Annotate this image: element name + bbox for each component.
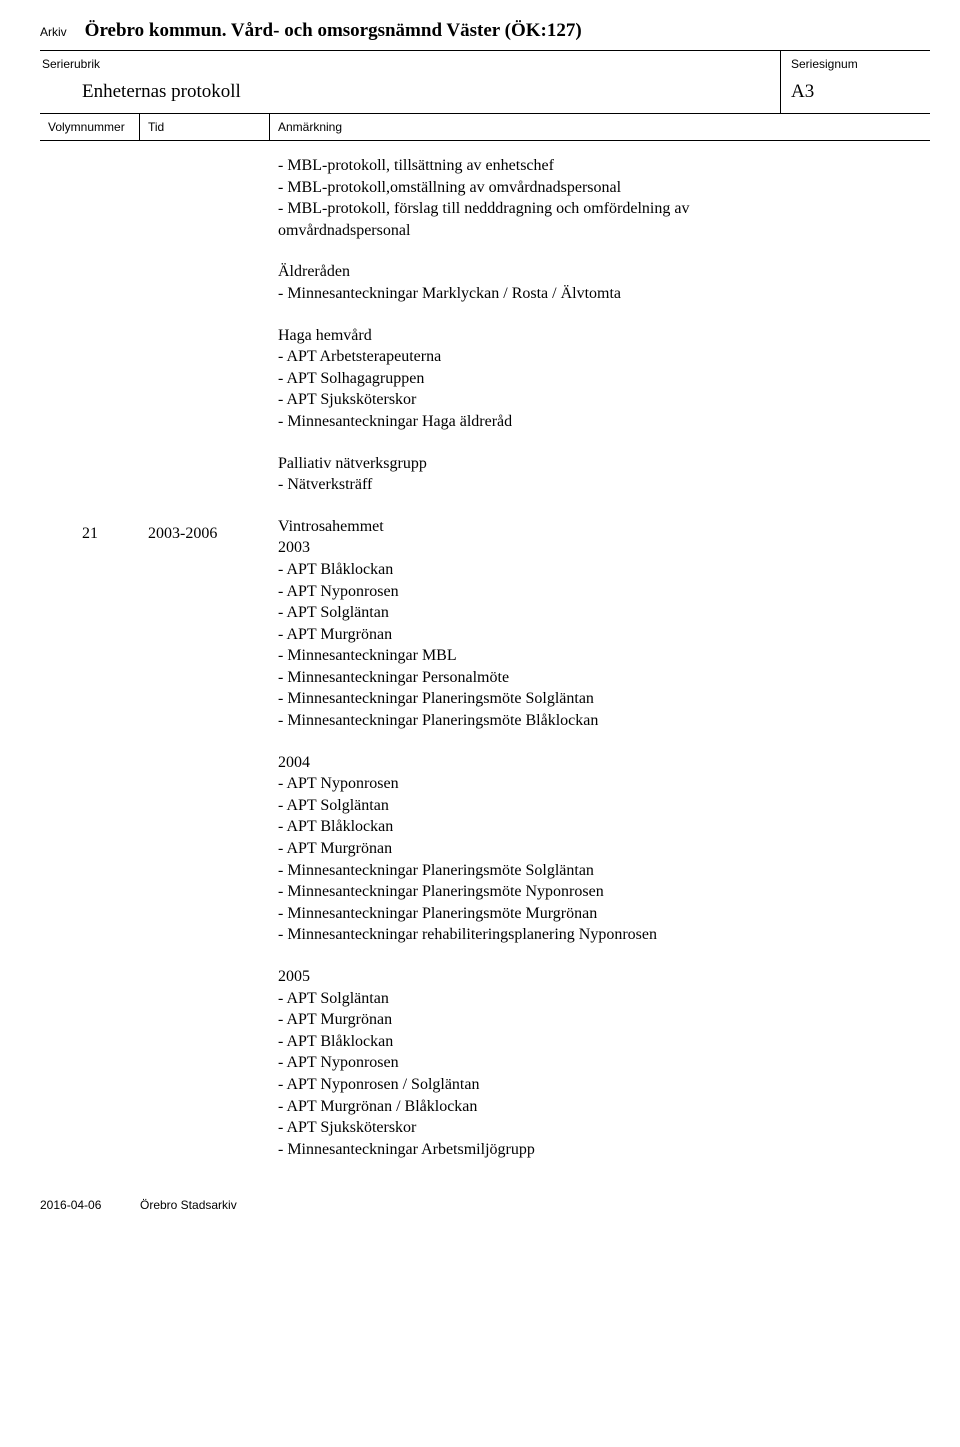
list-item: - MBL-protokoll, förslag till nedddragni…: [278, 198, 922, 220]
col-tid: Tid: [140, 114, 270, 140]
list-item: - MBL-protokoll,omställning av omvårdnad…: [278, 177, 922, 199]
list-item: - APT Blåklockan: [278, 1031, 922, 1053]
year-2004-block: 2004 - APT Nyponrosen - APT Solgläntan -…: [278, 752, 922, 946]
list-item: - APT Arbetsterapeuterna: [278, 346, 922, 368]
list-item: - Minnesanteckningar Planeringsmöte Murg…: [278, 903, 922, 925]
list-item: - APT Solgläntan: [278, 602, 922, 624]
volymnummer-value: 21: [48, 525, 132, 543]
list-item: - APT Blåklockan: [278, 816, 922, 838]
cell-anmarkning: - MBL-protokoll, tillsättning av enhetsc…: [270, 141, 930, 1168]
footer-date: 2016-04-06: [40, 1198, 140, 1212]
table-header: Volymnummer Tid Anmärkning: [40, 113, 930, 141]
col-anmarkning: Anmärkning: [270, 114, 930, 140]
arkiv-label: Arkiv: [40, 25, 67, 39]
list-item: - Minnesanteckningar Haga äldreråd: [278, 411, 922, 433]
footer-archive: Örebro Stadsarkiv: [140, 1198, 237, 1212]
list-item: omvårdnadspersonal: [278, 220, 922, 242]
list-item: - Minnesanteckningar Planeringsmöte Solg…: [278, 860, 922, 882]
seriesignum-value: A3: [791, 81, 930, 103]
vintrosa-2003-block: Vintrosahemmet 2003 - APT Blåklockan - A…: [278, 516, 922, 732]
page-footer: 2016-04-06 Örebro Stadsarkiv: [40, 1198, 920, 1212]
list-item: - APT Murgrönan: [278, 1009, 922, 1031]
tid-value: 2003-2006: [148, 525, 262, 543]
list-item: - APT Nyponrosen: [278, 581, 922, 603]
section-title: Äldreråden: [278, 261, 922, 283]
list-item: - APT Murgrönan / Blåklockan: [278, 1096, 922, 1118]
list-item: - Minnesanteckningar Planeringsmöte Blåk…: [278, 710, 922, 732]
serierubrik-cell: Serierubrik Enheternas protokoll: [40, 57, 780, 103]
list-item: - APT Murgrönan: [278, 838, 922, 860]
palliativ-block: Palliativ nätverksgrupp - Nätverksträff: [278, 453, 922, 496]
list-item: - Nätverksträff: [278, 474, 922, 496]
list-item: - APT Nyponrosen: [278, 1052, 922, 1074]
list-item: - Minnesanteckningar Marklyckan / Rosta …: [278, 283, 922, 305]
list-item: - APT Solgläntan: [278, 988, 922, 1010]
year-2005-block: 2005 - APT Solgläntan - APT Murgrönan - …: [278, 966, 922, 1160]
seriesignum-cell: Seriesignum A3: [780, 51, 930, 113]
series-meta-row: Serierubrik Enheternas protokoll Seriesi…: [40, 51, 930, 113]
serierubrik-label: Serierubrik: [42, 57, 780, 71]
page: Arkiv Örebro kommun. Vård- och omsorgsnä…: [0, 0, 960, 1242]
archive-header: Arkiv Örebro kommun. Vård- och omsorgsnä…: [40, 20, 920, 42]
list-item: - APT Sjuksköterskor: [278, 389, 922, 411]
list-item: - APT Solgläntan: [278, 795, 922, 817]
table-row: 21 2003-2006 - MBL-protokoll, tillsättni…: [40, 141, 930, 1168]
list-item: - MBL-protokoll, tillsättning av enhetsc…: [278, 155, 922, 177]
year-title: 2004: [278, 752, 922, 774]
serierubrik-value: Enheternas protokoll: [42, 81, 780, 103]
cell-volymnummer: 21: [40, 141, 140, 1168]
list-item: - Minnesanteckningar MBL: [278, 645, 922, 667]
list-item: - APT Murgrönan: [278, 624, 922, 646]
list-item: - Minnesanteckningar rehabiliteringsplan…: [278, 924, 922, 946]
section-title: Palliativ nätverksgrupp: [278, 453, 922, 475]
list-item: - APT Solhagagruppen: [278, 368, 922, 390]
section-title: Vintrosahemmet: [278, 516, 922, 538]
year-title: 2005: [278, 966, 922, 988]
year-title: 2003: [278, 537, 922, 559]
seriesignum-label: Seriesignum: [791, 57, 930, 71]
intro-block: - MBL-protokoll, tillsättning av enhetsc…: [278, 155, 922, 241]
list-item: - Minnesanteckningar Planeringsmöte Nypo…: [278, 881, 922, 903]
list-item: - Minnesanteckningar Personalmöte: [278, 667, 922, 689]
arkiv-value: Örebro kommun. Vård- och omsorgsnämnd Vä…: [85, 20, 582, 42]
haga-block: Haga hemvård - APT Arbetsterapeuterna - …: [278, 325, 922, 433]
list-item: - APT Sjuksköterskor: [278, 1117, 922, 1139]
section-title: Haga hemvård: [278, 325, 922, 347]
list-item: - APT Nyponrosen: [278, 773, 922, 795]
aldreraden-block: Äldreråden - Minnesanteckningar Marklyck…: [278, 261, 922, 304]
list-item: - APT Nyponrosen / Solgläntan: [278, 1074, 922, 1096]
list-item: - Minnesanteckningar Arbetsmiljögrupp: [278, 1139, 922, 1161]
col-volymnummer: Volymnummer: [40, 114, 140, 140]
list-item: - APT Blåklockan: [278, 559, 922, 581]
cell-tid: 2003-2006: [140, 141, 270, 1168]
list-item: - Minnesanteckningar Planeringsmöte Solg…: [278, 688, 922, 710]
